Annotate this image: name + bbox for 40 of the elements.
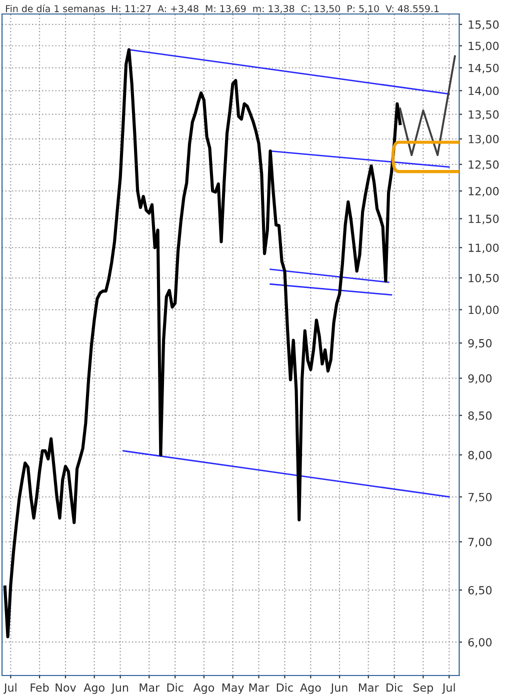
y-tick-label: 9,00 xyxy=(468,374,492,384)
y-tick-label: 7,00 xyxy=(468,538,492,548)
x-tick-label: Jun xyxy=(330,683,348,694)
y-tick-label: 11,00 xyxy=(468,244,499,254)
line-series xyxy=(399,55,456,156)
x-tick-label: Dic xyxy=(276,683,293,692)
y-tick-label: 6,00 xyxy=(468,638,492,648)
y-tick-label: 8,50 xyxy=(468,411,492,421)
x-tick-label: Mar xyxy=(140,683,160,692)
y-tick-label: 12,50 xyxy=(468,160,499,170)
x-tick-label: Ago xyxy=(193,683,214,694)
y-tick-label: 13,50 xyxy=(468,110,499,120)
y-tick-label: 6,50 xyxy=(468,586,492,596)
x-tick-label: Jul xyxy=(442,683,455,694)
y-tick-label: 15,00 xyxy=(468,42,499,52)
chart-subtitle: Fin de día 1 semanas H: 11:27 A: +3,48 M: 13,69 m: 13,38 C: 13,50 P: 5,10 V: 48.559.1 xyxy=(6,4,439,14)
y-tick-label: 13,00 xyxy=(468,134,499,144)
x-tick-label: Sep xyxy=(413,683,434,694)
y-tick-label: 8,00 xyxy=(468,450,492,460)
y-tick-label: 9,50 xyxy=(468,339,492,349)
x-tick-label: Jun xyxy=(111,683,128,694)
y-tick-label: 7,50 xyxy=(468,492,492,502)
x-tick-label: Feb xyxy=(30,683,49,692)
x-tick-label: Ago xyxy=(84,683,104,694)
y-tick-label: 11,50 xyxy=(468,214,499,224)
y-tick-label: 10,50 xyxy=(468,274,499,284)
y-tick-label: 14,00 xyxy=(468,86,499,96)
x-tick-label: Mar xyxy=(358,683,379,692)
y-tick-label: 12,00 xyxy=(468,186,499,196)
y-tick-label: 10,00 xyxy=(468,306,499,316)
x-tick-label: May xyxy=(222,683,244,694)
y-tick-label: 15,50 xyxy=(468,20,499,30)
x-tick-label: Dic xyxy=(167,683,184,692)
line-series xyxy=(3,48,402,638)
y-tick-label: 14,50 xyxy=(468,64,499,74)
x-tick-label: Mar xyxy=(249,683,270,692)
x-tick-label: Ago xyxy=(300,683,321,694)
x-tick-label: Dic xyxy=(386,683,403,692)
x-tick-label: Nov xyxy=(56,683,76,692)
x-tick-label: Jul xyxy=(3,683,16,694)
